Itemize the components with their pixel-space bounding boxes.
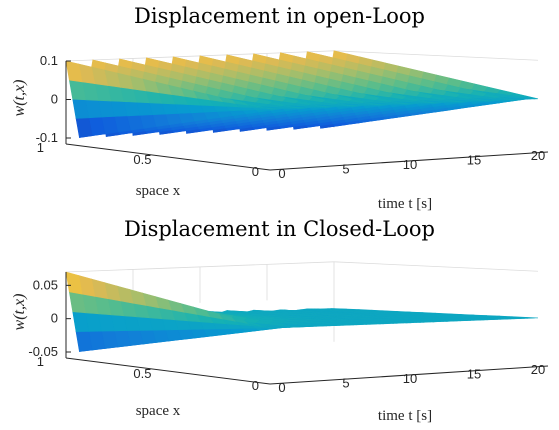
z-tick-label: -0.1	[36, 130, 58, 145]
x-tick-label: 1	[37, 354, 44, 369]
x-tick-label: 1	[37, 140, 44, 155]
y-tick-label: 0	[278, 166, 285, 181]
x-tick-label: 0	[252, 378, 259, 393]
x-axis-line	[65, 143, 271, 171]
y-axis-line	[269, 151, 549, 171]
chart-title: Displacement in Closed-Loop	[124, 217, 435, 241]
y-tick-label: 20	[531, 362, 545, 377]
z-axis-label: w(t,x)	[11, 294, 28, 331]
grid-lines	[65, 261, 539, 342]
x-axis-label: space x	[136, 183, 181, 199]
y-axis-line	[269, 365, 549, 385]
grid-line	[333, 261, 539, 272]
y-axis-label: time t [s]	[378, 408, 432, 424]
y-tick-label: 0	[278, 380, 285, 395]
z-tick-label: -0.05	[28, 344, 58, 359]
grid-line	[333, 50, 539, 61]
x-tick-label: 0.5	[133, 152, 151, 167]
x-axis-label: space x	[136, 403, 181, 419]
surface-patch	[65, 60, 83, 83]
y-tick-label: 20	[531, 148, 545, 163]
closed-loop-chart: Displacement in Closed-Loop -0.05 0 0.05 0 0.…	[11, 217, 549, 424]
chart-title: Displacement in open-Loop	[134, 4, 425, 28]
y-tick-label: 15	[467, 367, 481, 382]
z-tick-label: 0.1	[40, 53, 58, 68]
open-loop-chart: Displacement in open-Loop-0.100.100.510 5…	[11, 4, 549, 212]
y-tick-label: 15	[467, 153, 481, 168]
surface	[65, 50, 539, 138]
z-tick-label: 0	[51, 311, 58, 326]
x-axis-line	[65, 357, 271, 385]
y-tick-label: 10	[403, 371, 417, 386]
axes	[65, 272, 549, 385]
surface-patch	[65, 271, 83, 295]
axes	[65, 61, 549, 171]
z-tick-label: 0	[51, 92, 58, 107]
z-tick-label: 0.05	[33, 277, 58, 292]
y-tick-label: 5	[342, 162, 349, 177]
x-tick-label: 0	[252, 164, 259, 179]
z-axis-label: w(t,x)	[11, 80, 28, 117]
y-axis-label: time t [s]	[378, 196, 432, 212]
x-tick-label: 0.5	[133, 366, 151, 381]
y-tick-label: 10	[403, 157, 417, 172]
y-tick-label: 5	[342, 376, 349, 391]
surface	[65, 271, 539, 352]
